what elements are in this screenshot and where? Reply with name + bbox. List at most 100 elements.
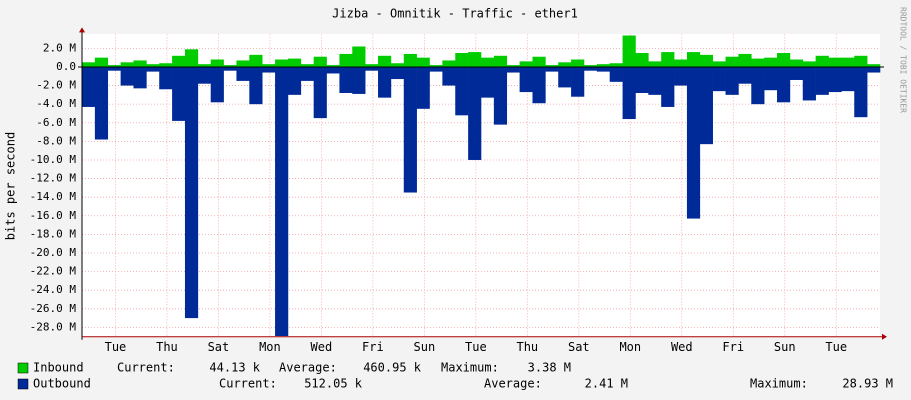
y-tick-label: -6.0 M (36, 116, 76, 129)
bar (262, 66, 276, 73)
bar (352, 66, 366, 94)
bar (815, 66, 829, 95)
bar (571, 66, 585, 97)
bar (725, 56, 739, 67)
bar (867, 66, 881, 73)
stat-value: 44.13 k (209, 361, 260, 375)
bar (287, 58, 302, 67)
bar (519, 66, 533, 93)
watermark: RRDTOOL / TOBI OETIKER (899, 7, 908, 113)
chart-title: Jizba - Omnitik - Traffic - ether1 (332, 7, 578, 21)
x-tick-label: Mon (259, 340, 281, 354)
bar (94, 57, 109, 67)
bar (481, 66, 495, 98)
bar (558, 66, 572, 88)
y-tick-label: -22.0 M (30, 265, 77, 278)
bar (365, 66, 379, 71)
bar (867, 64, 881, 67)
bar (249, 66, 263, 105)
x-tick-label: Fri (362, 340, 384, 354)
bar (712, 66, 726, 92)
stat-value: 2.41 M (585, 377, 628, 391)
x-tick-label: Tue (825, 340, 847, 354)
bar (802, 61, 816, 67)
bar (133, 60, 147, 67)
bar (172, 55, 186, 67)
legend-swatch (17, 362, 29, 374)
y-tick-label: -24.0 M (30, 283, 77, 296)
bar (455, 66, 469, 116)
bar (699, 54, 713, 67)
bar (764, 57, 778, 67)
x-tick-label: Sat (568, 340, 590, 354)
bar (751, 66, 765, 105)
y-tick-label: -4.0 M (36, 97, 76, 110)
y-tick-label: -10.0 M (30, 153, 77, 166)
bar (442, 66, 456, 86)
bar (661, 66, 675, 107)
bar (661, 52, 675, 67)
y-tick-label: -16.0 M (30, 209, 77, 222)
bar (352, 46, 366, 67)
bar (583, 66, 598, 71)
bar (674, 59, 688, 67)
bar (712, 61, 726, 67)
bar (828, 57, 842, 67)
x-tick-label: Mon (619, 340, 641, 354)
bar (300, 66, 314, 81)
bar (545, 66, 559, 72)
bar (532, 66, 546, 104)
bar (789, 59, 804, 67)
x-tick-label: Sat (208, 340, 230, 354)
bar (532, 56, 546, 67)
bar (725, 66, 739, 95)
bar (802, 66, 816, 101)
y-axis-arrow (79, 27, 85, 33)
y-tick-label: 0.0 (56, 60, 76, 73)
bar (416, 57, 430, 67)
stat-value: 3.38 M (528, 361, 571, 375)
bar (493, 55, 508, 67)
y-tick-label: -12.0 M (30, 172, 77, 185)
x-axis-arrow (882, 333, 887, 340)
bar (545, 65, 559, 67)
bar (210, 66, 224, 103)
bar (236, 60, 250, 67)
bar (455, 53, 469, 67)
x-tick-label: Tue (105, 340, 127, 354)
bar (519, 61, 533, 67)
bar (635, 53, 649, 67)
x-tick-label: Wed (311, 340, 333, 354)
bar (468, 52, 482, 67)
bar (635, 66, 649, 93)
bar (107, 65, 121, 67)
bar (481, 57, 495, 67)
bar (854, 66, 868, 118)
bar (764, 66, 778, 91)
stat-label: Average: (484, 377, 542, 391)
bar (287, 66, 302, 95)
y-tick-label: -18.0 M (30, 227, 77, 240)
bar (390, 66, 405, 80)
bar (841, 66, 855, 92)
bar (300, 64, 314, 67)
stat-value: 28.93 M (842, 377, 893, 391)
bar (339, 66, 353, 93)
y-tick-label: -8.0 M (36, 134, 76, 147)
stat-label: Maximum: (750, 377, 808, 391)
bar (262, 64, 276, 67)
legend-swatch (17, 378, 29, 390)
bar (313, 56, 327, 67)
bar (197, 66, 212, 84)
y-tick-label: -26.0 M (30, 302, 77, 315)
bar (184, 49, 199, 67)
x-tick-label: Thu (156, 340, 178, 354)
stat-value: 460.95 k (363, 361, 422, 375)
bar (159, 66, 173, 90)
bar (133, 66, 147, 89)
bar (429, 65, 443, 67)
bar (172, 66, 186, 121)
y-tick-label: -14.0 M (30, 190, 77, 203)
